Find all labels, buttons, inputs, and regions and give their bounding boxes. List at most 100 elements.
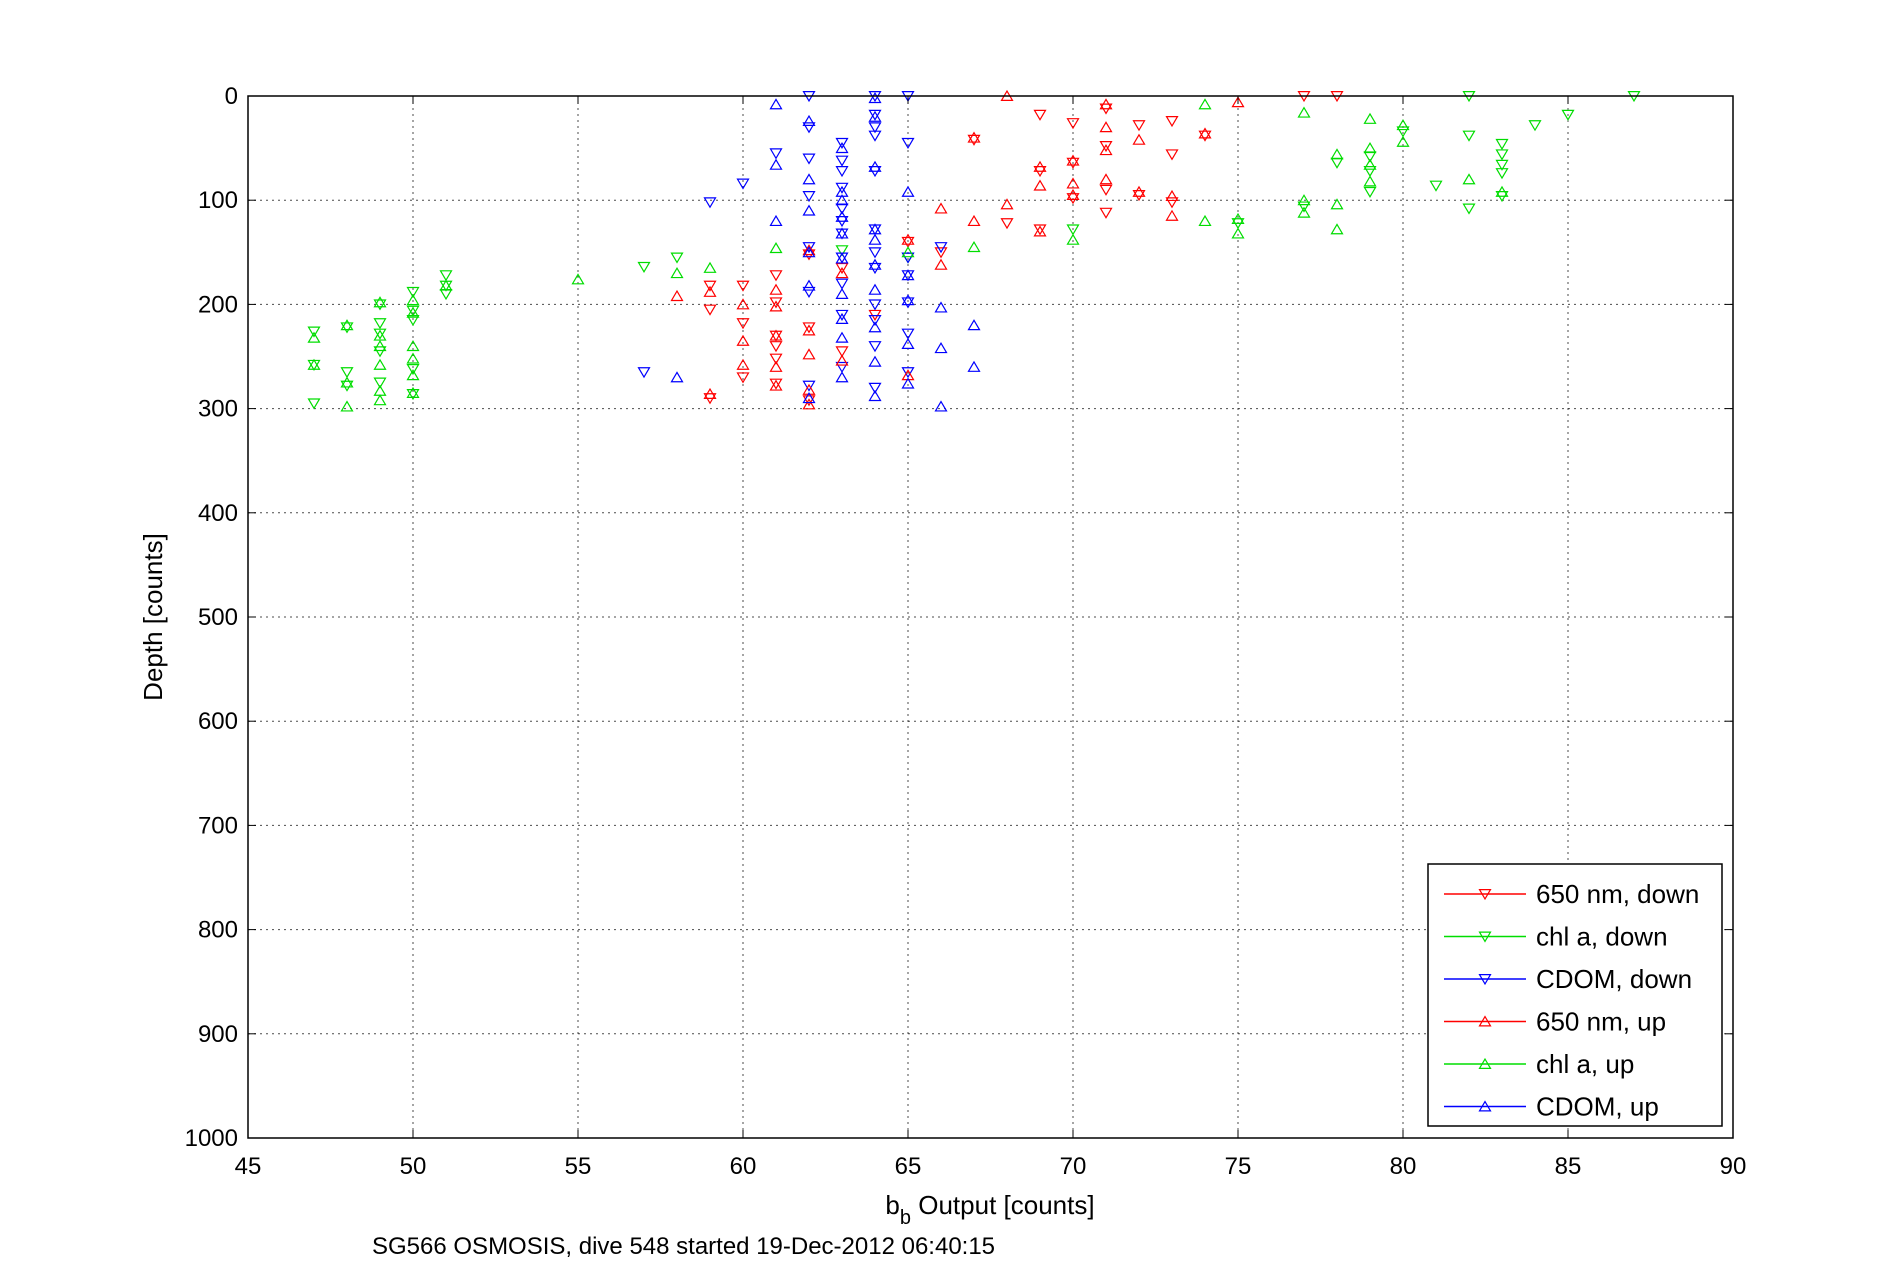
data-point — [868, 160, 882, 172]
data-point — [835, 371, 849, 383]
data-point — [934, 202, 948, 214]
y-tick-label: 100 — [198, 187, 238, 214]
data-point — [934, 258, 948, 270]
data-point — [967, 319, 981, 331]
data-point — [769, 283, 783, 295]
data-point — [901, 367, 915, 379]
data-point — [835, 267, 849, 279]
data-point — [901, 377, 915, 389]
data-point — [373, 328, 387, 340]
data-point — [1066, 188, 1080, 200]
data-point — [1462, 130, 1476, 142]
data-point — [835, 194, 849, 206]
data-point — [868, 247, 882, 259]
y-axis-label: Depth [counts] — [138, 533, 168, 701]
legend: 650 nm, down chl a, down CDOM, down 650 nm,… — [1427, 863, 1723, 1127]
data-point — [802, 244, 816, 256]
data-point — [1132, 185, 1146, 197]
x-tick-label: 60 — [730, 1153, 757, 1180]
data-point — [406, 386, 420, 398]
data-point — [670, 371, 684, 383]
legend-marker — [1478, 973, 1492, 986]
data-point — [340, 376, 354, 388]
data-point — [802, 322, 816, 334]
data-point — [1033, 224, 1047, 236]
data-point — [901, 252, 915, 264]
data-point — [1165, 116, 1179, 128]
data-point — [373, 339, 387, 352]
legend-marker — [1478, 931, 1492, 943]
data-point — [967, 134, 981, 146]
data-point — [1363, 112, 1377, 124]
data-point — [835, 287, 849, 299]
data-point — [769, 98, 783, 110]
legend-entry: 650 nm, up — [1444, 1007, 1666, 1037]
data-point — [439, 279, 453, 291]
x-tick-label: 45 — [235, 1153, 262, 1180]
data-point — [967, 360, 981, 372]
data-point — [670, 252, 684, 264]
data-point — [835, 182, 849, 194]
data-point — [835, 278, 849, 290]
data-point — [406, 306, 420, 318]
data-point — [802, 204, 816, 216]
data-point — [934, 400, 948, 412]
data-point — [835, 245, 849, 257]
data-point — [1198, 214, 1212, 227]
legend-label: 650 nm, up — [1536, 1007, 1666, 1037]
data-point — [406, 339, 420, 352]
data-point — [835, 309, 849, 321]
data-point — [1099, 121, 1113, 133]
data-point — [934, 242, 948, 254]
legend-marker — [1478, 888, 1492, 901]
x-tick-label: 75 — [1225, 1153, 1252, 1180]
data-point — [670, 267, 684, 279]
data-point — [340, 319, 354, 331]
data-point — [868, 130, 882, 142]
data-point — [1231, 212, 1245, 224]
data-point — [340, 367, 354, 379]
legend-label: chl a, up — [1536, 1049, 1634, 1079]
data-point — [802, 348, 816, 360]
data-point — [1297, 194, 1311, 206]
data-point — [901, 328, 915, 340]
data-point — [835, 141, 849, 154]
data-point — [835, 155, 849, 167]
data-point — [1165, 209, 1179, 221]
data-point — [406, 389, 420, 401]
data-point — [1066, 224, 1080, 236]
data-point — [1330, 198, 1344, 210]
data-point — [1462, 173, 1476, 185]
data-point — [835, 354, 849, 366]
data-point — [1429, 180, 1443, 192]
data-point — [868, 233, 882, 245]
data-point — [769, 378, 783, 390]
legend-label: 650 nm, down — [1536, 879, 1699, 909]
data-point — [769, 158, 783, 170]
data-point — [802, 395, 816, 407]
data-point — [835, 331, 849, 343]
data-point — [901, 236, 915, 249]
data-point — [373, 299, 387, 311]
data-point — [769, 341, 783, 353]
data-point — [934, 247, 948, 259]
data-point — [1165, 189, 1179, 202]
y-tick-label: 300 — [198, 396, 238, 423]
data-point — [835, 227, 849, 239]
data-point — [901, 185, 915, 197]
data-point — [1198, 130, 1212, 142]
data-point — [1132, 133, 1146, 145]
data-point — [1495, 159, 1509, 171]
data-point — [1363, 158, 1377, 170]
data-point — [967, 214, 981, 227]
y-tick-label: 500 — [198, 604, 238, 631]
data-point — [1363, 141, 1377, 154]
data-point — [703, 280, 717, 292]
data-point — [1066, 193, 1080, 205]
data-point — [802, 286, 816, 299]
data-point — [802, 191, 816, 203]
data-point — [835, 346, 849, 358]
data-point — [868, 389, 882, 402]
data-point — [307, 398, 321, 410]
data-point — [769, 241, 783, 254]
